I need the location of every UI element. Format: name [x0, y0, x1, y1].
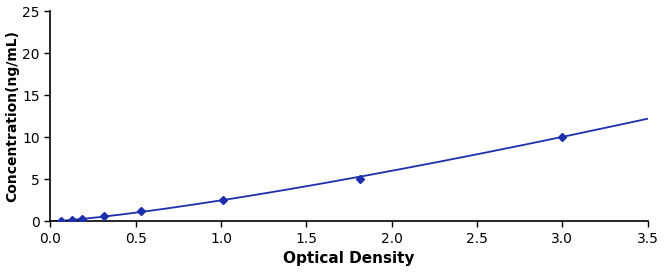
Y-axis label: Concentration(ng/mL): Concentration(ng/mL) [5, 30, 19, 202]
X-axis label: Optical Density: Optical Density [283, 251, 415, 267]
